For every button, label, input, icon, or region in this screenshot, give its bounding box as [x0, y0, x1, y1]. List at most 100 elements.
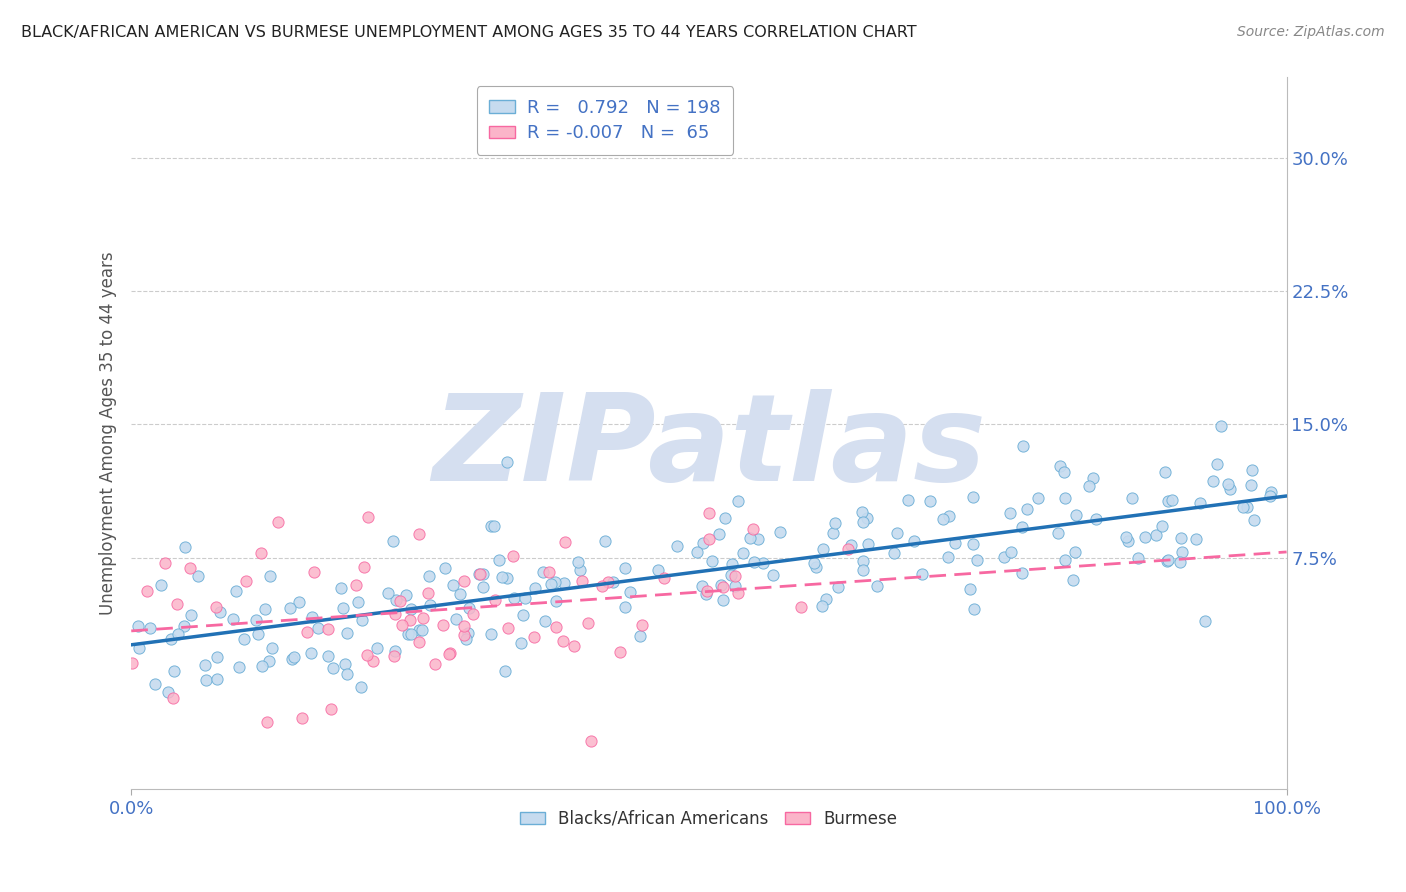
Point: [1157, 553, 1180, 567]
Legend: Blacks/African Americans, Burmese: Blacks/African Americans, Burmese: [513, 803, 904, 834]
Point: [307, 622, 329, 636]
Point: [468, 566, 491, 581]
Point: [1000, 545, 1022, 559]
Point: [1202, 474, 1225, 488]
Point: [441, 578, 464, 592]
Point: [852, 515, 875, 529]
Point: [399, 626, 422, 640]
Y-axis label: Unemployment Among Ages 35 to 44 years: Unemployment Among Ages 35 to 44 years: [100, 252, 117, 615]
Point: [613, 560, 636, 574]
Point: [700, 554, 723, 568]
Point: [856, 537, 879, 551]
Point: [167, 626, 190, 640]
Point: [350, 680, 373, 694]
Point: [1194, 614, 1216, 628]
Point: [1240, 478, 1263, 492]
Point: [439, 646, 461, 660]
Point: [962, 490, 984, 504]
Point: [266, 516, 288, 530]
Point: [966, 553, 988, 567]
Point: [740, 531, 762, 545]
Point: [515, 591, 537, 606]
Point: [1062, 574, 1084, 588]
Point: [433, 561, 456, 575]
Point: [993, 550, 1015, 565]
Point: [399, 602, 422, 616]
Point: [841, 538, 863, 552]
Point: [534, 614, 557, 628]
Point: [179, 561, 201, 575]
Point: [194, 658, 217, 673]
Point: [546, 620, 568, 634]
Point: [496, 570, 519, 584]
Point: [502, 591, 524, 605]
Point: [1047, 526, 1070, 541]
Point: [571, 574, 593, 589]
Point: [827, 580, 849, 594]
Point: [408, 527, 430, 541]
Point: [724, 569, 747, 583]
Point: [357, 510, 380, 524]
Point: [883, 545, 905, 559]
Point: [647, 563, 669, 577]
Point: [1260, 485, 1282, 500]
Point: [259, 654, 281, 668]
Point: [1154, 465, 1177, 479]
Point: [1144, 528, 1167, 542]
Point: [418, 586, 440, 600]
Point: [384, 644, 406, 658]
Point: [205, 672, 228, 686]
Point: [562, 639, 585, 653]
Point: [747, 532, 769, 546]
Point: [225, 583, 247, 598]
Point: [998, 506, 1021, 520]
Point: [1115, 530, 1137, 544]
Point: [353, 559, 375, 574]
Point: [569, 563, 592, 577]
Point: [1160, 493, 1182, 508]
Point: [553, 576, 575, 591]
Point: [567, 555, 589, 569]
Point: [256, 714, 278, 729]
Point: [127, 619, 149, 633]
Point: [512, 607, 534, 622]
Point: [316, 623, 339, 637]
Point: [1209, 419, 1232, 434]
Point: [596, 575, 619, 590]
Point: [408, 634, 430, 648]
Point: [454, 632, 477, 647]
Point: [502, 549, 524, 563]
Point: [554, 535, 576, 549]
Point: [762, 568, 785, 582]
Point: [936, 549, 959, 564]
Point: [1236, 500, 1258, 514]
Point: [911, 566, 934, 581]
Point: [396, 627, 419, 641]
Point: [283, 650, 305, 665]
Point: [962, 537, 984, 551]
Point: [423, 657, 446, 671]
Point: [510, 636, 533, 650]
Point: [1012, 440, 1035, 454]
Point: [543, 574, 565, 589]
Point: [453, 628, 475, 642]
Point: [769, 524, 792, 539]
Point: [1243, 513, 1265, 527]
Point: [301, 646, 323, 660]
Point: [707, 527, 730, 541]
Point: [523, 630, 546, 644]
Point: [1133, 530, 1156, 544]
Point: [391, 618, 413, 632]
Point: [330, 582, 353, 596]
Point: [411, 623, 433, 637]
Point: [576, 616, 599, 631]
Point: [851, 505, 873, 519]
Point: [496, 455, 519, 469]
Point: [540, 577, 562, 591]
Point: [724, 579, 747, 593]
Point: [1157, 494, 1180, 508]
Point: [855, 511, 877, 525]
Point: [959, 582, 981, 596]
Point: [207, 650, 229, 665]
Point: [1053, 553, 1076, 567]
